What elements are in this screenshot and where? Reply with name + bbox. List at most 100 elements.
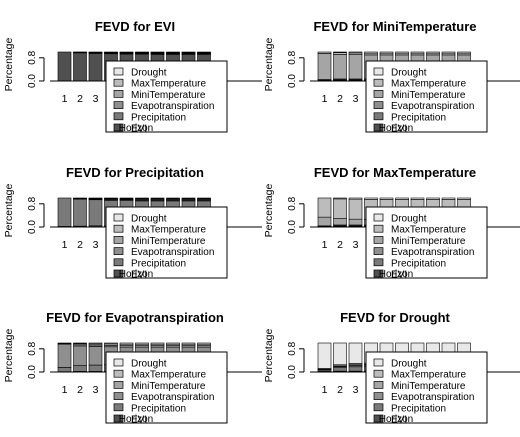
x-tick-label: 1 (62, 384, 68, 396)
segment-drought (73, 342, 87, 344)
y-tick-label: 0.8 (27, 50, 38, 64)
segment-drought (364, 197, 378, 200)
legend-entry: Drought (131, 359, 167, 370)
legend-entry: MiniTemperature (131, 236, 206, 247)
bar-3 (88, 51, 103, 82)
legend-swatch-precipitation (113, 403, 124, 412)
segment-drought (197, 342, 211, 345)
x-axis-label: Horizon (119, 414, 153, 425)
x-tick-label: 2 (77, 384, 83, 396)
legend-swatch-maxtemperature (373, 78, 384, 87)
x-tick-label: 1 (322, 93, 328, 105)
legend-swatch-minitemperature (373, 381, 384, 389)
segment-drought (181, 197, 196, 199)
legend-entry: MiniTemperature (391, 236, 466, 247)
legend-swatch-evapotranspiration (373, 247, 384, 255)
legend-entry: Evapotranspiration (131, 392, 214, 403)
legend: DroughtMaxTemperatureMiniTemperatureEvap… (365, 351, 488, 426)
legend-swatch-precipitation (113, 258, 124, 267)
segment-drought (333, 197, 347, 200)
legend-entry: Evapotranspiration (391, 101, 474, 112)
segment-evi (57, 51, 72, 82)
panel-4: FEVD for MaxTemperature Percentage 0.0 0.8 1… (263, 165, 520, 281)
legend-swatch-minitemperature (113, 236, 124, 244)
legend-swatch-maxtemperature (373, 224, 384, 233)
segment-minitemperature (348, 218, 363, 226)
legend-entry: Evapotranspiration (131, 101, 214, 112)
panel-3: FEVD for Precipitation Percentage 0.0 0.8 1 2… (3, 165, 262, 281)
chart-title: FEVD for MiniTemperature (313, 19, 476, 34)
segment-drought (135, 342, 149, 345)
bar-2 (333, 342, 347, 373)
segment-minitemperature (348, 54, 363, 80)
bar-1 (57, 342, 72, 373)
y-tick-label: 0.8 (287, 50, 298, 64)
bar-3 (348, 51, 363, 82)
bar-2 (73, 51, 87, 82)
chart-title: FEVD for Drought (340, 310, 450, 325)
legend-swatch-evapotranspiration (373, 392, 384, 400)
legend-swatch-minitemperature (373, 236, 384, 244)
legend-swatch-maxtemperature (113, 224, 124, 233)
legend: DroughtMaxTemperatureMiniTemperatureEvap… (105, 60, 228, 135)
legend-box (105, 60, 228, 133)
x-tick-label: 1 (62, 93, 68, 105)
bar-1 (57, 51, 72, 82)
segment-drought (395, 197, 409, 200)
x-tick-label: 3 (93, 239, 99, 251)
segment-drought (333, 51, 347, 53)
segment-drought (348, 197, 363, 200)
bar-2 (73, 342, 87, 373)
x-tick-label: 2 (77, 239, 83, 251)
chart-title: FEVD for Precipitation (66, 165, 204, 180)
segment-drought (197, 197, 211, 199)
panel-5: FEVD for Evapotranspiration Percentage 0.0… (3, 310, 262, 426)
legend-swatch-evi (113, 123, 124, 132)
segment-minitemperature (317, 53, 332, 80)
y-tick-label: 0.0 (27, 74, 38, 88)
x-tick-label: 1 (62, 239, 68, 251)
legend-swatch-evi (113, 269, 124, 278)
y-tick-label: 0.8 (27, 196, 38, 210)
y-axis-label: Percentage (3, 183, 15, 237)
segment-minitemperature (317, 216, 332, 227)
segment-precipitation (73, 365, 87, 372)
x-axis-label: Horizon (379, 414, 413, 425)
y-axis-label: Percentage (3, 328, 15, 382)
legend-entry: MiniTemperature (391, 90, 466, 101)
y-tick-label: 0.8 (287, 341, 298, 355)
chart-title: FEVD for Evapotranspiration (46, 310, 224, 325)
legend-swatch-minitemperature (113, 90, 124, 98)
legend-entry: MiniTemperature (131, 90, 206, 101)
y-tick-label: 0.0 (27, 220, 38, 234)
segment-drought (166, 197, 180, 199)
legend-entry: EVI (391, 270, 407, 281)
segment-maxtemperature (348, 198, 363, 220)
legend-entry: Evapotranspiration (131, 247, 214, 258)
legend-box (365, 351, 488, 424)
legend-entry: Evapotranspiration (391, 392, 474, 403)
legend-swatch-evi (373, 269, 384, 278)
y-tick-label: 0.8 (27, 341, 38, 355)
segment-drought (457, 197, 471, 200)
segment-maxtemperature (317, 51, 332, 54)
legend-entry: Precipitation (391, 112, 446, 123)
bar-1 (317, 51, 332, 82)
bar-2 (333, 197, 347, 228)
segment-precipitation (88, 364, 103, 372)
legend-entry: MaxTemperature (131, 370, 206, 381)
legend-swatch-minitemperature (373, 90, 384, 98)
x-axis-label: Horizon (119, 123, 153, 134)
segment-drought (135, 197, 149, 199)
legend-box (365, 60, 488, 133)
legend: DroughtMaxTemperatureMiniTemperatureEvap… (365, 60, 488, 135)
legend-entry: EVI (391, 415, 407, 426)
x-tick-label: 2 (337, 384, 343, 396)
legend-swatch-drought (373, 213, 384, 222)
segment-evapotranspiration (73, 345, 87, 366)
x-tick-label: 3 (353, 239, 359, 251)
legend-box (365, 206, 488, 279)
segment-maxtemperature (317, 197, 332, 218)
segment-drought (181, 342, 196, 345)
legend-entry: MaxTemperature (391, 225, 466, 236)
